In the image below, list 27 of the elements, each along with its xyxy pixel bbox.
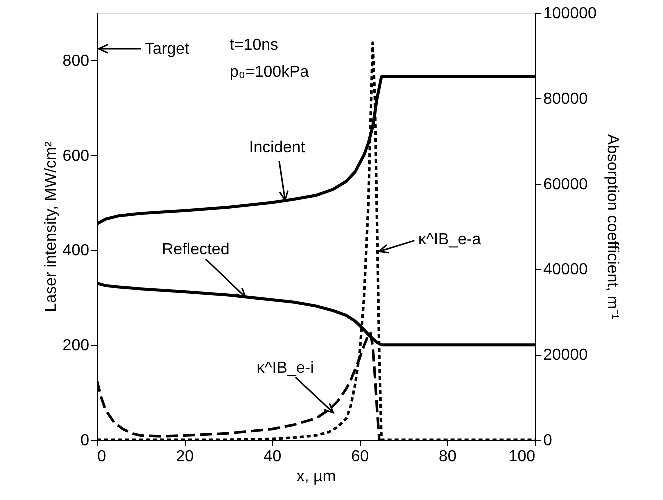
y2-tick-label: 20000 [544, 347, 588, 364]
y2-tick-label: 60000 [544, 176, 588, 194]
y-tick-label: 800 [62, 52, 90, 70]
annotation: Reflected [162, 242, 230, 259]
y2-tick-label: 40000 [544, 262, 588, 279]
x-tick-label: 100 [508, 448, 536, 466]
y2-tick-label: 0 [544, 432, 552, 450]
annotation: Incident [249, 139, 306, 156]
x-axis-title: x, µm [296, 468, 336, 486]
annotation: Target [145, 41, 190, 58]
annotation: t=10ns [230, 37, 278, 54]
x-tick-label: 80 [439, 448, 457, 466]
y-tick-label: 200 [62, 338, 90, 355]
x-tick-label: 0 [98, 448, 106, 466]
y2-axis-title: Absorption coefficient, m⁻¹ [604, 134, 621, 320]
y2-tick-label: 80000 [544, 90, 588, 108]
x-tick-label: 20 [176, 448, 194, 466]
y2-tick-label: 100000 [544, 6, 597, 22]
y-tick-label: 600 [62, 148, 90, 165]
y-tick-label: 0 [80, 432, 90, 450]
x-tick-label: 60 [351, 448, 370, 466]
y-axis-title: Laser intensity, MW/cm² [42, 141, 60, 312]
annotation: p₀=100kPa [230, 64, 310, 81]
annotation: κ^IB_e-a [418, 232, 482, 249]
y-tick-label: 400 [62, 242, 90, 260]
annotation: κ^IB_e-i [256, 360, 314, 377]
x-tick-label: 40 [264, 448, 282, 466]
